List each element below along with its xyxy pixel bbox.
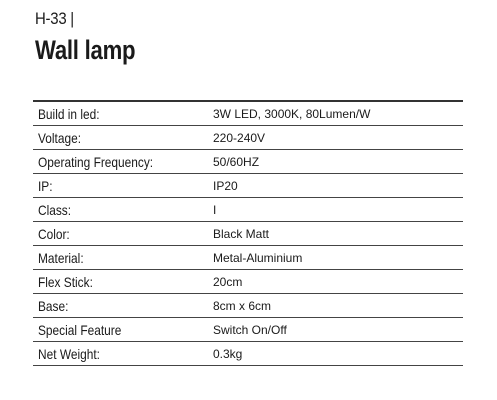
spec-label-cell: Voltage: xyxy=(33,125,213,150)
spec-row: Voltage: 220-240V xyxy=(33,125,463,150)
spec-row: Operating Frequency: 50/60HZ xyxy=(33,149,463,174)
spec-label: IP: xyxy=(38,177,53,194)
spec-value: Black Matt xyxy=(213,221,463,246)
spec-label: Special Feature xyxy=(38,321,122,338)
spec-row: Color: Black Matt xyxy=(33,221,463,246)
spec-value: Switch On/Off xyxy=(213,317,463,342)
spec-label: Material: xyxy=(38,249,84,266)
spec-label-cell: Base: xyxy=(33,293,213,318)
spec-label-cell: Color: xyxy=(33,221,213,246)
spec-label-cell: Build in led: xyxy=(33,101,213,126)
spec-row: Base: 8cm x 6cm xyxy=(33,293,463,318)
spec-label-cell: Operating Frequency: xyxy=(33,149,213,174)
spec-label-cell: IP: xyxy=(33,173,213,198)
spec-label-cell: Flex Stick: xyxy=(33,269,213,294)
spec-row: Flex Stick: 20cm xyxy=(33,269,463,294)
spec-row: Special Feature Switch On/Off xyxy=(33,317,463,342)
spec-label: Net Weight: xyxy=(38,345,100,362)
spec-value: IP20 xyxy=(213,173,463,198)
spec-value: I xyxy=(213,197,463,222)
spec-label-cell: Net Weight: xyxy=(33,341,213,366)
spec-row: Build in led: 3W LED, 3000K, 80Lumen/W xyxy=(33,101,463,126)
spec-label-cell: Special Feature xyxy=(33,317,213,342)
spec-value: 20cm xyxy=(213,269,463,294)
spec-label: Voltage: xyxy=(38,129,82,146)
product-code: H-33 | xyxy=(35,9,74,28)
spec-label: Color: xyxy=(38,225,70,242)
spec-value: 0.3kg xyxy=(213,341,463,366)
spec-label-cell: Material: xyxy=(33,245,213,270)
spec-table: Build in led: 3W LED, 3000K, 80Lumen/W Vol… xyxy=(33,100,463,366)
spec-row: IP: IP20 xyxy=(33,173,463,198)
spec-value: 220-240V xyxy=(213,125,463,150)
spec-row: Material: Metal-Aluminium xyxy=(33,245,463,270)
spec-value: 8cm x 6cm xyxy=(213,293,463,318)
spec-label: Build in led: xyxy=(38,105,100,122)
spec-value: 3W LED, 3000K, 80Lumen/W xyxy=(213,101,463,126)
spec-label: Operating Frequency: xyxy=(38,153,154,170)
spec-value: Metal-Aluminium xyxy=(213,245,463,270)
spec-row: Net Weight: 0.3kg xyxy=(33,341,463,366)
spec-label-cell: Class: xyxy=(33,197,213,222)
spec-value: 50/60HZ xyxy=(213,149,463,174)
spec-label: Base: xyxy=(38,297,69,314)
spec-row: Class: I xyxy=(33,197,463,222)
spec-label: Flex Stick: xyxy=(38,273,93,290)
spec-label: Class: xyxy=(38,201,72,218)
product-title: Wall lamp xyxy=(35,35,136,65)
